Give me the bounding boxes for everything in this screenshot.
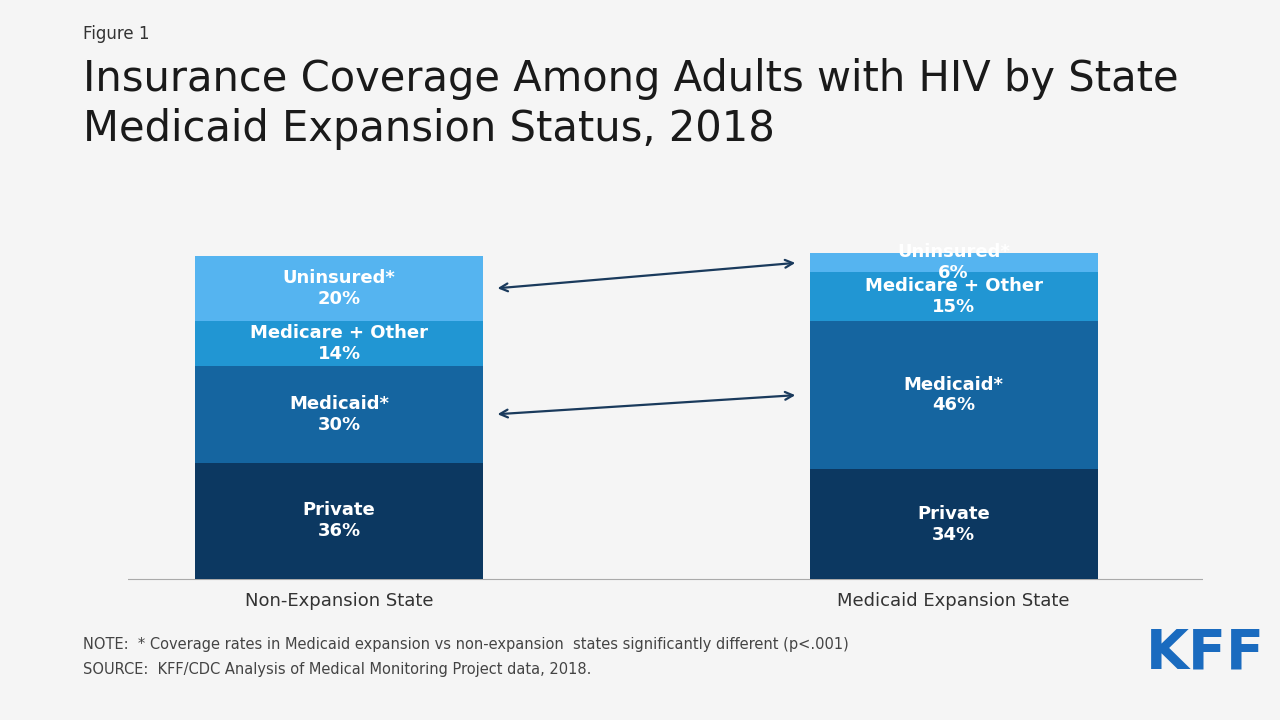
Bar	[195, 366, 483, 463]
Text: Medicare + Other
15%: Medicare + Other 15%	[864, 277, 1043, 316]
Text: Medicare + Other
14%: Medicare + Other 14%	[250, 324, 429, 363]
Text: Medicaid*
46%: Medicaid* 46%	[904, 376, 1004, 415]
Text: Uninsured*
6%: Uninsured* 6%	[897, 243, 1010, 282]
Text: Private
36%: Private 36%	[303, 502, 375, 540]
Bar	[809, 253, 1097, 272]
Text: Uninsured*
20%: Uninsured* 20%	[283, 269, 396, 308]
Text: Medicaid*
30%: Medicaid* 30%	[289, 395, 389, 433]
Bar	[809, 272, 1097, 321]
Text: SOURCE:  KFF/CDC Analysis of Medical Monitoring Project data, 2018.: SOURCE: KFF/CDC Analysis of Medical Moni…	[83, 662, 591, 678]
Text: KFF: KFF	[1146, 626, 1265, 680]
Bar	[195, 256, 483, 321]
Text: Figure 1: Figure 1	[83, 25, 150, 43]
Bar	[195, 321, 483, 366]
Text: Non-Expansion State: Non-Expansion State	[244, 592, 434, 610]
Text: Medicaid Expansion State: Medicaid Expansion State	[837, 592, 1070, 610]
Text: NOTE:  * Coverage rates in Medicaid expansion vs non-expansion  states significa: NOTE: * Coverage rates in Medicaid expan…	[83, 637, 849, 652]
Bar	[809, 469, 1097, 579]
Bar	[195, 463, 483, 579]
Text: Private
34%: Private 34%	[918, 505, 989, 544]
Bar	[809, 321, 1097, 469]
Text: Insurance Coverage Among Adults with HIV by State
Medicaid Expansion Status, 201: Insurance Coverage Among Adults with HIV…	[83, 58, 1179, 150]
